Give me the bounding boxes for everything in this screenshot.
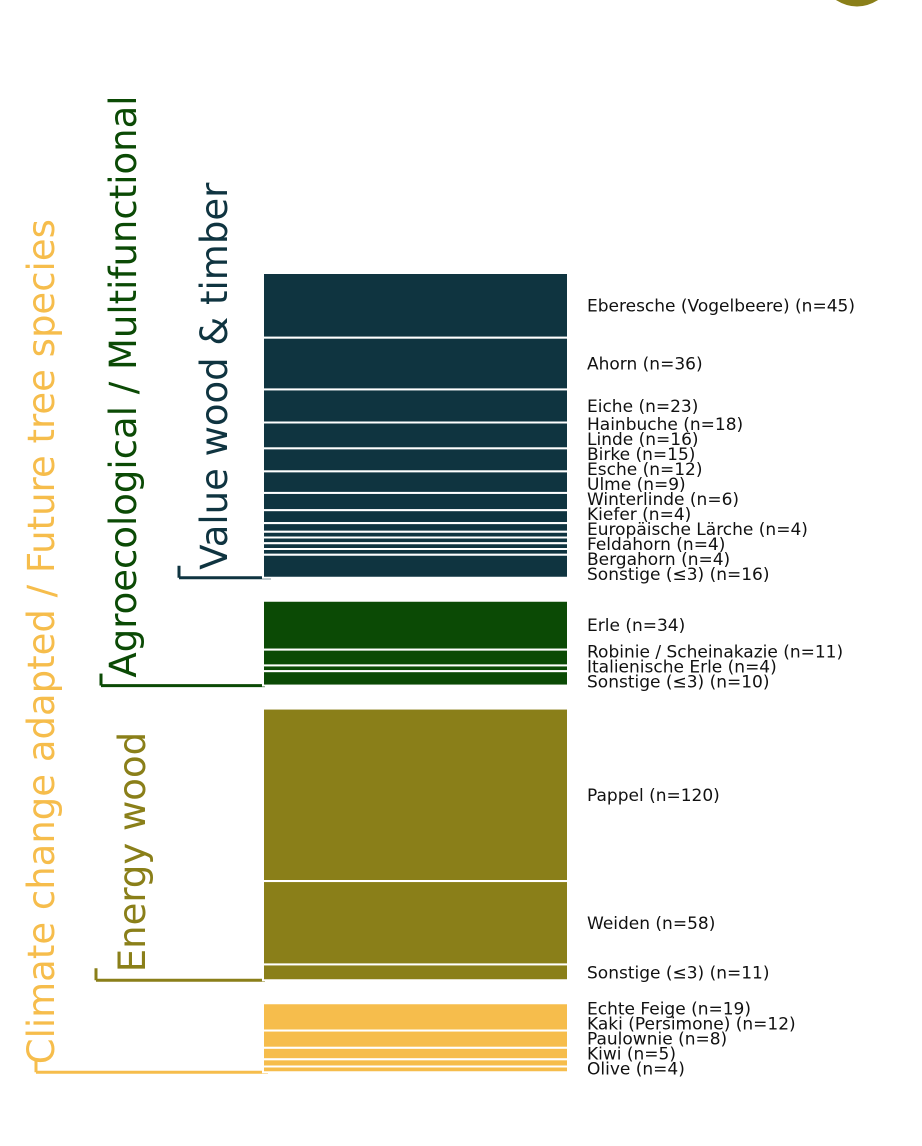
segment-label: Europäische Lärche (n=4) xyxy=(587,520,808,540)
segment-label: Weiden (n=58) xyxy=(587,914,715,934)
segment-label: Sonstige (≤3) (n=16) xyxy=(587,565,770,585)
segment-label: Ahorn (n=36) xyxy=(587,355,703,375)
segment-label: Paulownie (n=8) xyxy=(587,1029,727,1049)
segment-label: Italienische Erle (n=4) xyxy=(587,658,777,678)
segment-label: Kaki (Persimone) (n=12) xyxy=(587,1014,796,1034)
group-label: Value wood & timber xyxy=(193,182,236,570)
group-labels: Value wood & timber Agroecological / Mult… xyxy=(20,95,271,1074)
bar-segment xyxy=(262,1029,569,1049)
bar-segment xyxy=(262,670,569,687)
bar-segment xyxy=(262,963,569,982)
segment-label: Eberesche (Vogelbeere) (n=45) xyxy=(587,296,855,316)
bar-segment xyxy=(262,1058,569,1068)
bar-segment xyxy=(262,1002,569,1032)
group-label: Energy wood xyxy=(111,732,154,972)
bar-segment xyxy=(262,522,569,533)
group-label: Agroecological / Multifunctional xyxy=(102,95,145,677)
segment-label: Sonstige (≤3) (n=10) xyxy=(587,673,770,693)
bar-segment xyxy=(262,1065,569,1074)
segment-label: Feldahorn (n=4) xyxy=(587,535,725,555)
segment-label: Hainbuche (n=18) xyxy=(587,415,743,435)
bar-segment xyxy=(262,599,569,651)
bar-segment xyxy=(262,421,569,450)
bar-segment xyxy=(262,509,569,525)
segment-label: Kiwi (n=5) xyxy=(587,1044,676,1064)
bar-segment xyxy=(262,388,569,424)
bar-segment xyxy=(262,707,569,883)
segment-label: Echte Feige (n=19) xyxy=(587,999,751,1019)
bar-segment xyxy=(262,648,569,667)
segment-label: Winterlinde (n=6) xyxy=(587,490,739,510)
segment-label: Eiche (n=23) xyxy=(587,397,698,417)
bar-segment xyxy=(262,880,569,966)
segment-label: Birke (n=15) xyxy=(587,445,695,465)
segment-label: Ulme (n=9) xyxy=(587,475,686,495)
segment-label: Linde (n=16) xyxy=(587,430,699,450)
bar-segment xyxy=(262,470,569,494)
segment-label: Esche (n=12) xyxy=(587,460,703,480)
bar-segment xyxy=(262,336,569,391)
segment-label: Bergahorn (n=4) xyxy=(587,550,730,570)
bar-segment xyxy=(262,553,569,579)
bar-segment xyxy=(262,447,569,473)
segment-label: Pappel (n=120) xyxy=(587,786,720,806)
bar-segment xyxy=(262,1046,569,1061)
bar-segment xyxy=(262,272,569,339)
segment-label: Olive (n=4) xyxy=(587,1059,685,1079)
logo-icon xyxy=(835,0,879,7)
group-label: Climate change adapted / Future tree spe… xyxy=(20,219,63,1064)
bar-segment xyxy=(262,491,569,512)
segment-label: Kiefer (n=4) xyxy=(587,505,691,525)
segment-label: Sonstige (≤3) (n=11) xyxy=(587,963,770,983)
segment-label: Erle (n=34) xyxy=(587,616,685,636)
segment-labels: Eberesche (Vogelbeere) (n=45) Ahorn (n=36… xyxy=(587,296,855,1079)
segment-label: Robinie / Scheinakazie (n=11) xyxy=(587,643,843,663)
stacked-bars xyxy=(262,272,569,1074)
